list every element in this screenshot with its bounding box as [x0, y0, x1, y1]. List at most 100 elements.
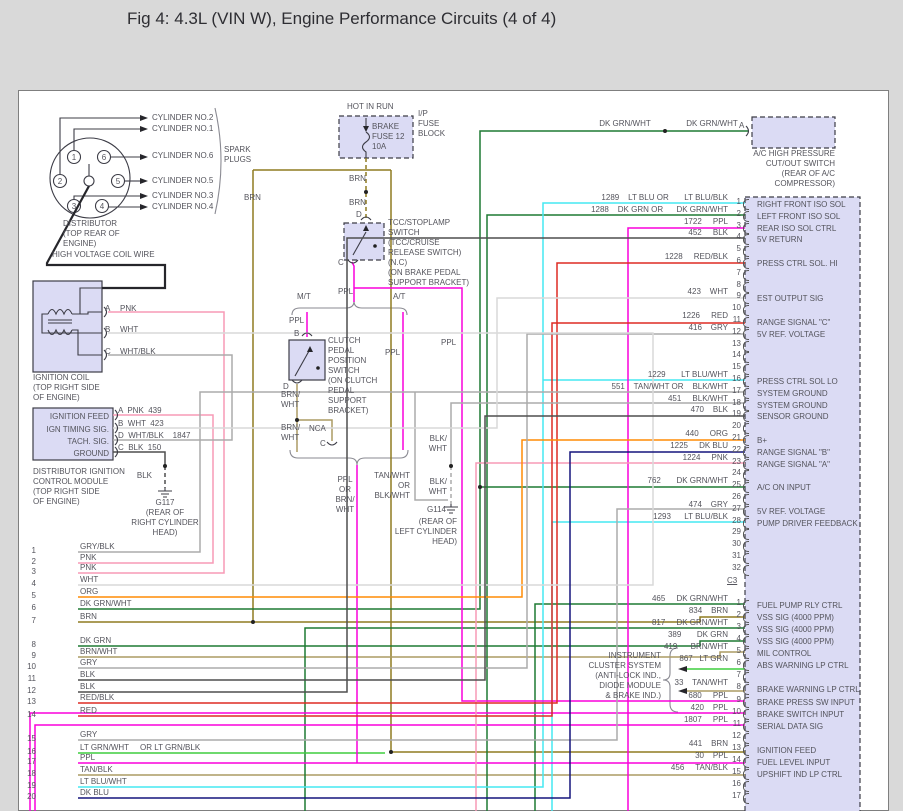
- left-wire-number: 5: [31, 591, 36, 600]
- wire-color-label: BLK/: [429, 477, 447, 486]
- wire-color-label: BRN/: [281, 423, 301, 432]
- left-wire-number: 17: [27, 757, 36, 766]
- pcm-pin-number: 12: [732, 326, 741, 336]
- pcm-pin-label: SERIAL DATA SIG: [757, 721, 824, 731]
- pcm-pin-number: 6: [736, 256, 741, 265]
- pcm-pin-wire: 762 DK GRN/WHT: [647, 476, 728, 486]
- hot-in-run-label: HOT IN RUN: [347, 102, 394, 111]
- dicm-row: TACH. SIG.: [67, 437, 109, 446]
- dicm-terminal: A PNK 439: [118, 406, 162, 415]
- wire-color-label: OR: [398, 481, 410, 490]
- distributor-terminal: 2: [57, 177, 63, 186]
- pcm-terminal-bracket: [743, 258, 749, 269]
- left-wire-number: 15: [27, 734, 36, 743]
- pcm-pin-label: RANGE SIGNAL "B": [757, 447, 830, 457]
- pcm-pin-wire: 1228 RED/BLK: [664, 252, 728, 261]
- left-wire-number: 11: [27, 674, 36, 683]
- left-wire-number: 10: [27, 662, 36, 671]
- wire-color-label: WHT: [120, 325, 139, 334]
- pcm-pin-wire: 33 TAN/WHT: [674, 678, 729, 688]
- fuse-block-box: [338, 115, 414, 159]
- spark-plug-arrows: [140, 115, 148, 210]
- pcm-terminal-bracket: [743, 636, 749, 648]
- pcm-pin-number: 16: [732, 779, 741, 789]
- pcm-pin-label: BRAKE PRESS SW INPUT: [757, 697, 855, 707]
- left-wire-label: GRY: [80, 730, 98, 739]
- cluster-caption: DIODE MODULE: [599, 681, 661, 690]
- pcm-pin-number: 13: [732, 742, 741, 752]
- pcm-terminal-bracket: [743, 768, 749, 780]
- tcc-switch-arrow: [363, 225, 369, 231]
- wire-color-label: BRN/: [335, 495, 355, 504]
- cluster-arrow-abs: [678, 666, 687, 672]
- dicm-terminal: B WHT 423: [118, 419, 164, 428]
- cluster-brace: [662, 647, 679, 713]
- left-wire-number: 1: [31, 546, 36, 555]
- cylinder-label: CYLINDER NO.1: [152, 124, 214, 133]
- pcm-pin-number: 27: [732, 503, 741, 513]
- pcm-pin-label: A/C ON INPUT: [757, 483, 811, 493]
- left-wire-number: 13: [27, 697, 36, 706]
- pcm-terminal-bracket: [743, 732, 749, 744]
- pcm-pin-number: 8: [736, 279, 741, 289]
- pcm-terminal-bracket: [743, 423, 749, 435]
- pcm-pin-label: 5V REF. VOLTAGE: [757, 506, 826, 516]
- clutch-switch-symbol: [294, 350, 310, 377]
- left-wire-number: 2: [31, 557, 36, 566]
- pcm-terminal-bracket: [743, 352, 749, 364]
- ground-symbol-g114: [444, 504, 458, 514]
- pcm-pin-number: 5: [736, 244, 741, 254]
- pcm-pin-number: 21: [732, 433, 741, 442]
- pcm-pin-label: BRAKE SWITCH INPUT: [757, 709, 845, 719]
- pcm-pin-wire: 440 ORG: [685, 429, 728, 438]
- ac-caption: (REAR OF A/C: [781, 169, 835, 178]
- pcm-pin-wire: 419 BRN/WHT: [663, 642, 728, 652]
- tcc-caption: TCC/STOPLAMP: [388, 218, 451, 227]
- pcm-terminal-bracket: [743, 458, 749, 470]
- left-wire-label: ORG: [80, 587, 99, 596]
- pcm-terminal-bracket: [743, 340, 749, 352]
- pcm-terminal-bracket: [743, 435, 749, 446]
- pcm-terminal-bracket: [743, 553, 749, 564]
- pcm-pin-number: 30: [732, 539, 741, 549]
- pcm-pin-number: 11: [732, 718, 741, 728]
- pcm-pin-number: 12: [732, 730, 741, 740]
- pcm-pin-label: FUEL PUMP RLY CTRL: [757, 601, 843, 610]
- pcm-terminal-bracket: [743, 222, 749, 234]
- pcm-terminal-bracket: [743, 364, 749, 376]
- pcm-pin-label: RIGHT FRONT ISO SOL: [757, 200, 846, 209]
- pcm-pin-number: 1: [736, 197, 741, 206]
- left-wire-label: GRY: [80, 658, 98, 667]
- pcm-terminal-bracket: [743, 281, 749, 293]
- pcm-terminal-bracket: [743, 234, 749, 246]
- wire-color-label: BRN: [349, 198, 366, 207]
- pcm-pin-label: PRESS CTRL SOL LO: [757, 377, 838, 386]
- fuse-label: FUSE 12: [372, 132, 405, 141]
- left-wire-label: TAN/BLK: [80, 765, 113, 774]
- pcm-pin-number: 4: [736, 232, 741, 242]
- pcm-pin-wire: 817 DK GRN/WHT: [651, 618, 728, 628]
- pcm-terminal-bracket: [743, 793, 749, 805]
- left-wire-label: LT GRN/WHT OR LT GRN/BLK: [80, 743, 201, 752]
- pcm-terminal-bracket: [743, 648, 749, 660]
- left-wire-number: 3: [31, 567, 36, 576]
- pcm-pin-wire: 1226 RED: [682, 311, 728, 320]
- left-wire-label: BRN/WHT: [80, 647, 118, 656]
- pcm-box: [744, 196, 861, 811]
- clutch-terminal-d: D: [283, 382, 289, 391]
- wire-color-label: WHT: [428, 487, 447, 496]
- distributor-terminal: 5: [115, 177, 121, 186]
- pcm-terminal-bracket: [743, 482, 749, 494]
- pcm-pin-label: SYSTEM GROUND: [757, 388, 828, 398]
- left-wire-label: BLK: [80, 682, 96, 691]
- pcm-pin-wire: 441 BRN: [688, 738, 728, 748]
- cylinder-label: CYLINDER NO.6: [152, 151, 214, 160]
- pcm-terminal-bracket: [743, 600, 749, 611]
- left-wire-number: 4: [31, 579, 36, 588]
- distributor-terminal: 6: [101, 153, 107, 162]
- fuse-block-label: FUSE: [418, 119, 440, 128]
- pcm-pin-number: 3: [736, 220, 741, 230]
- clutch-caption: PEDAL: [328, 346, 355, 355]
- ground-label-g117: G117: [155, 498, 175, 507]
- pcm-pin-wire: 1293 LT BLU/BLK: [653, 511, 728, 521]
